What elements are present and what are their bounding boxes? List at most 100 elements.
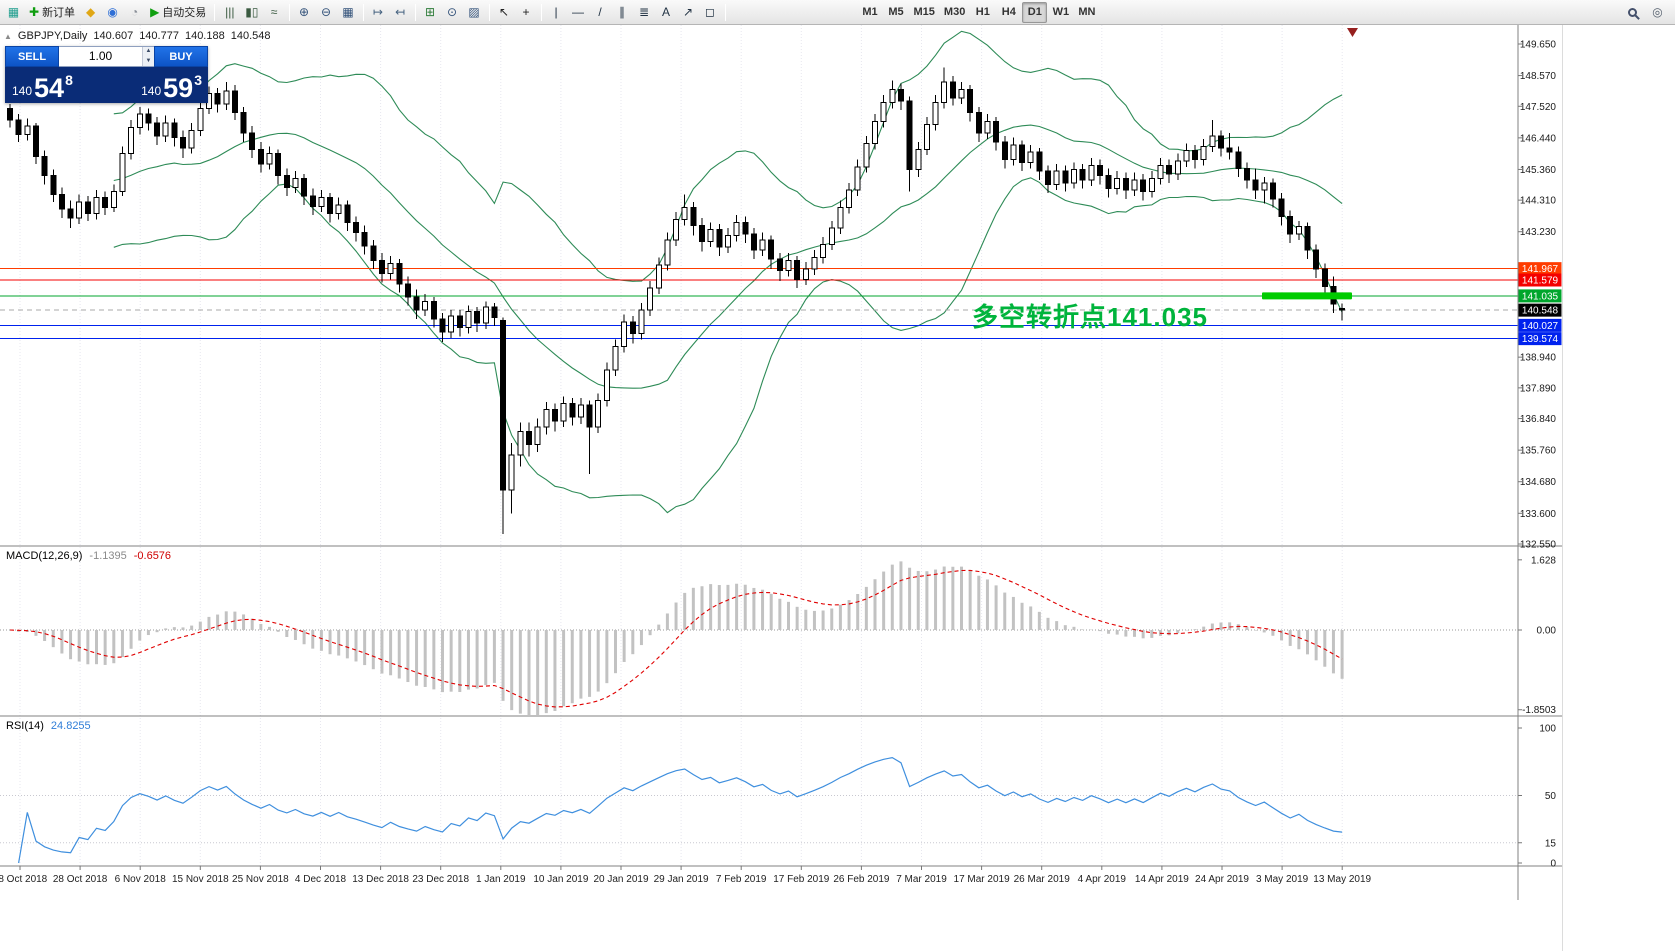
timeframe-h4-button[interactable]: H4	[996, 2, 1021, 23]
price-tick-label: 149.650	[1520, 39, 1557, 50]
horizontal-line-button[interactable]: —	[568, 2, 589, 23]
date-tick-label: 23 Dec 2018	[412, 874, 469, 885]
chart-shift-button[interactable]: ↤	[390, 2, 411, 23]
timeframe-m15-button[interactable]: M15	[910, 2, 939, 23]
price-level-badge-label: 139.574	[1522, 334, 1559, 345]
toolbar-separator	[288, 3, 290, 21]
price-tick-label: 143.230	[1520, 227, 1557, 238]
price-tick-label: 147.520	[1520, 102, 1557, 113]
symbol-label: GBPJPY,Daily	[17, 30, 88, 42]
volume-up-icon[interactable]: ▲	[143, 47, 154, 57]
community-button[interactable]: ◎	[1647, 2, 1668, 23]
timeframe-h1-button[interactable]: H1	[970, 2, 995, 23]
sell-button[interactable]: SELL	[5, 46, 59, 67]
time-axis[interactable]: 18 Oct 2018 28 Oct 2018 6 Nov 2018 15 Nov 2…	[0, 866, 1372, 885]
fibonacci-button[interactable]: ≣	[634, 2, 655, 23]
macd-main-value: -1.1395	[89, 550, 127, 562]
price-tick-label: 148.570	[1520, 71, 1557, 82]
magnifier-icon	[1628, 7, 1637, 17]
bar-chart-button[interactable]: |||	[219, 2, 240, 23]
vertical-line-button[interactable]: |	[546, 2, 567, 23]
turning-point-highlight[interactable]	[1262, 292, 1352, 300]
market-watch-icon: ◉	[107, 5, 118, 19]
zoom-out-button[interactable]: ⊖	[316, 2, 337, 23]
date-tick-label: 6 Nov 2018	[115, 874, 167, 885]
trendline-button[interactable]: /	[590, 2, 611, 23]
crosshair-button[interactable]: +	[516, 2, 537, 23]
shapes-icon: ◻	[705, 5, 715, 19]
buy-button[interactable]: BUY	[154, 46, 208, 67]
svg-text:-1.8503: -1.8503	[1522, 705, 1556, 716]
main-price-pane	[0, 30, 1518, 534]
high-value: 140.777	[139, 30, 179, 42]
date-tick-label: 14 Apr 2019	[1135, 874, 1189, 885]
chart-window-icon[interactable]: ▦	[3, 2, 24, 23]
chart-annotation-text[interactable]: 多空转折点141.035	[972, 302, 1208, 332]
channel-button[interactable]: ∥	[612, 2, 633, 23]
timeframe-m1-button[interactable]: M1	[858, 2, 883, 23]
autotrading-button[interactable]: ▶ 自动交易	[146, 2, 210, 23]
zoom-in-button[interactable]: ⊕	[294, 2, 315, 23]
autotrading-button-label: 自动交易	[162, 7, 207, 19]
buy-price[interactable]: 140 59 3	[141, 67, 202, 103]
chart-shift-icon: ↤	[394, 5, 406, 19]
price-level-badge-label: 141.967	[1522, 264, 1559, 275]
zoom-out-icon: ⊖	[320, 5, 332, 19]
chart-canvas[interactable]: 149.650 148.570 147.520 146.440 145.360 144.3…	[0, 25, 1562, 951]
date-tick-label: 4 Apr 2019	[1078, 874, 1127, 885]
toolbar: ▦ ✚ 新订单 ◆ ◉ ◔ ▶ 自动交易 ||| ▮▯ ≈ ⊕ ⊖ ▦ ↦ ↤ ⊞ ⊙ ▨ ↖ + | — / ∥ ≣ A ↗ ◻ M1 M…	[0, 0, 1675, 25]
timeframe-m30-button-label: M30	[943, 6, 966, 18]
rsi-pane	[0, 756, 1518, 864]
one-click-trading-panel: SELL 1.00 ▲ ▼ BUY 140 54 8 140 59	[5, 46, 208, 103]
price-level-badge-label: 141.035	[1522, 291, 1559, 302]
timeframe-m5-button[interactable]: M5	[884, 2, 909, 23]
timeframe-m15-button-label: M15	[913, 6, 935, 18]
metaeditor-button[interactable]: ◆	[80, 2, 101, 23]
new-order-button[interactable]: ✚ 新订单	[25, 2, 79, 23]
text-button[interactable]: A	[656, 2, 677, 23]
line-chart-button[interactable]: ≈	[264, 2, 285, 23]
macd-signal-line	[9, 569, 1343, 708]
shapes-button[interactable]: ◻	[700, 2, 721, 23]
periods-button[interactable]: ⊙	[442, 2, 463, 23]
timeframe-m30-button[interactable]: M30	[940, 2, 969, 23]
volume-spinbox[interactable]: 1.00 ▲ ▼	[59, 46, 154, 67]
price-level-badge	[1518, 303, 1562, 317]
timeframe-mn-button[interactable]: MN	[1074, 2, 1099, 23]
grid-icon: ▦	[342, 5, 354, 19]
grid-button[interactable]: ▦	[338, 2, 359, 23]
indicators-button[interactable]: ⊞	[420, 2, 441, 23]
date-tick-label: 20 Jan 2019	[593, 874, 648, 885]
toolbar-separator	[724, 3, 726, 21]
line-chart-icon: ≈	[270, 5, 278, 19]
price-axis[interactable]: 149.650 148.570 147.520 146.440 145.360 144.3…	[1518, 39, 1562, 551]
search-button[interactable]	[1622, 2, 1643, 23]
svg-text:1.628: 1.628	[1531, 555, 1556, 566]
sell-price[interactable]: 140 54 8	[12, 67, 73, 103]
date-tick-label: 26 Mar 2019	[1014, 874, 1071, 885]
trade-panel-collapse-icon[interactable]: ▲	[4, 31, 12, 41]
autotrading-icon: ▶	[150, 5, 160, 19]
volume-down-icon[interactable]: ▼	[143, 56, 154, 66]
toolbar-separator	[540, 3, 542, 21]
arrows-button[interactable]: ↗	[678, 2, 699, 23]
chart-ohlc-header: ▲ GBPJPY,Daily 140.607 140.777 140.188 1…	[4, 30, 270, 42]
timeframe-w1-button[interactable]: W1	[1048, 2, 1073, 23]
volume-value[interactable]: 1.00	[88, 49, 113, 63]
volume-spinner: ▲ ▼	[142, 47, 154, 66]
price-level-badge	[1518, 273, 1562, 287]
indicator-axis: 1.628 0.00 -1.8503 100 50 15 0	[1518, 555, 1556, 870]
chart-shift-marker[interactable]	[1347, 28, 1358, 37]
cursor-button[interactable]: ↖	[494, 2, 515, 23]
fibonacci-icon: ≣	[638, 5, 650, 19]
vertical-line-icon: |	[554, 5, 558, 19]
candlestick-chart-icon: ▮▯	[245, 5, 259, 19]
data-window-button[interactable]: ◔	[124, 2, 145, 23]
templates-button[interactable]: ▨	[464, 2, 485, 23]
price-tick-label: 145.360	[1520, 165, 1557, 176]
bollinger-upper-band	[113, 30, 1343, 282]
timeframe-d1-button[interactable]: D1	[1022, 1, 1048, 23]
candlestick-chart-button[interactable]: ▮▯	[241, 2, 262, 23]
auto-scroll-button[interactable]: ↦	[368, 2, 389, 23]
market-watch-button[interactable]: ◉	[102, 2, 123, 23]
